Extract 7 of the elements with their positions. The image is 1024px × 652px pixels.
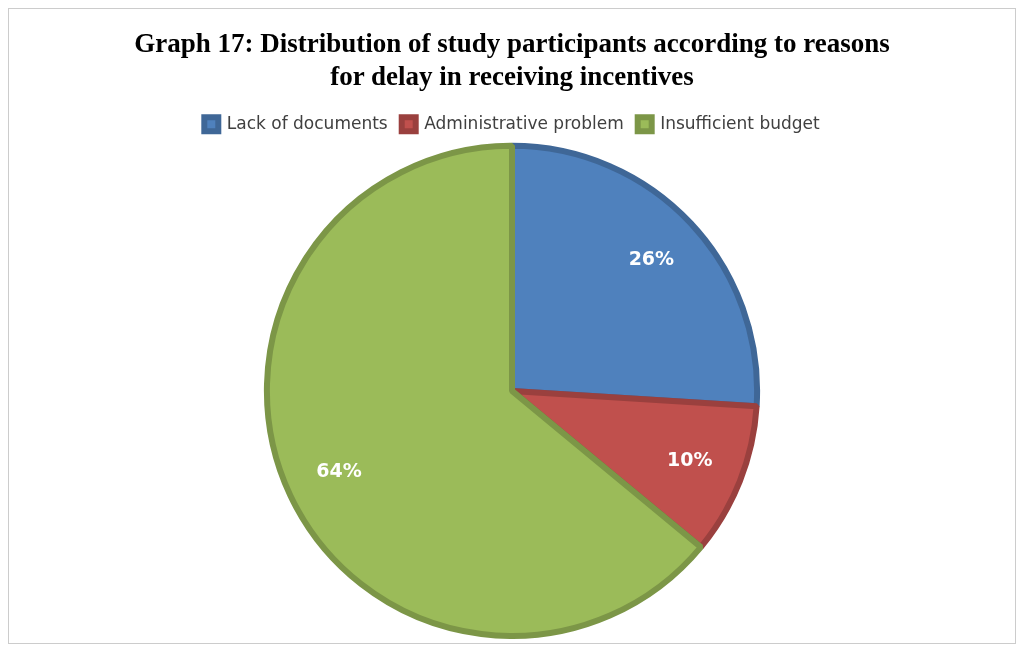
- data-label: 10%: [667, 448, 713, 471]
- legend-label: Lack of documents: [226, 112, 388, 133]
- legend-label: Insufficient budget: [660, 112, 821, 133]
- data-label: 26%: [628, 246, 675, 269]
- chart-title: Graph 17: Distribution of study participants according to reasons for delay in receiving incentives: [134, 28, 890, 91]
- data-label: 64%: [316, 459, 362, 482]
- legend-label: Administrative problem: [424, 112, 624, 133]
